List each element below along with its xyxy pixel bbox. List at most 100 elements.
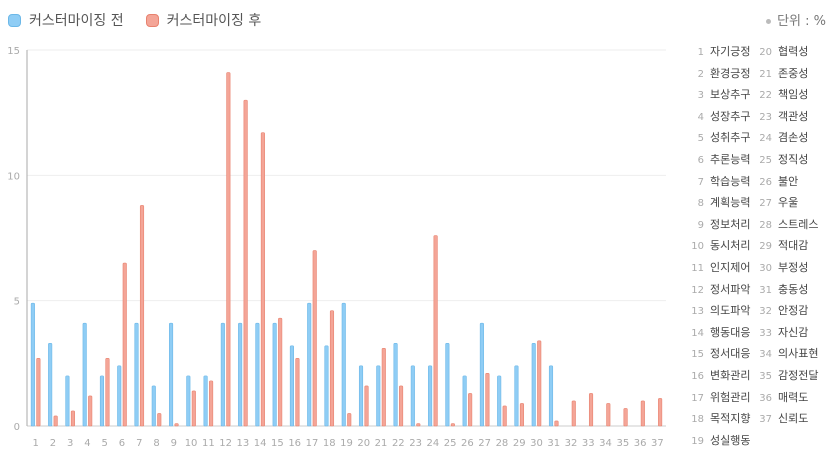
bar-before (289, 345, 294, 427)
index-item: 28 스트레스 (752, 217, 818, 233)
x-tick-label: 31 (547, 438, 560, 449)
x-tick-label: 27 (478, 438, 491, 449)
index-number: 19 (691, 435, 704, 447)
index-item: 5 성취추구 (684, 130, 751, 146)
index-item: 15 정서대응 (684, 346, 750, 362)
x-tick-label: 7 (136, 438, 142, 449)
bar-after (433, 235, 438, 427)
y-tick-label: 10 (7, 171, 20, 182)
index-number: 10 (691, 241, 704, 253)
legend-swatch-before (8, 13, 21, 27)
index-item: 14 행동대응 (684, 325, 750, 341)
index-number: 33 (759, 327, 772, 339)
bar-before (117, 365, 122, 427)
bar-after (658, 398, 663, 427)
bar-after (139, 205, 145, 427)
index-number: 3 (697, 90, 704, 102)
index-label: 학습능력 (710, 174, 751, 188)
bar-after (399, 385, 404, 427)
legend-label-after: 커스터마이징 후 (166, 13, 262, 29)
y-tick-label: 5 (14, 297, 20, 308)
index-item: 12 정서파악 (684, 282, 750, 298)
index-item: 8 계획능력 (684, 195, 751, 211)
bar-after (295, 358, 300, 427)
index-number: 36 (759, 392, 772, 404)
x-tick-label: 32 (565, 438, 578, 449)
index-number: 25 (759, 155, 772, 166)
index-number: 4 (697, 111, 704, 123)
x-tick-label: 23 (409, 438, 422, 449)
index-number: 29 (759, 241, 772, 253)
index-item: 16 변화관리 (684, 368, 750, 384)
index-item: 9 정보처리 (684, 217, 751, 233)
chart-legend: 커스터마이징 전 커스터마이징 후 (8, 8, 283, 32)
index-label: 의사표현 (778, 347, 819, 361)
index-label: 불안 (778, 174, 799, 188)
index-number: 17 (691, 392, 704, 404)
bar-before (151, 385, 156, 427)
bar-after (243, 99, 248, 427)
bar-before (445, 342, 450, 427)
index-label: 신뢰도 (778, 412, 809, 426)
index-label: 변화관리 (710, 369, 751, 382)
bar-after (347, 413, 352, 427)
x-tick-label: 3 (67, 438, 73, 449)
x-tick-label: 36 (634, 438, 647, 449)
bar-before (48, 342, 53, 427)
bar-after (537, 340, 542, 427)
x-tick-label: 35 (616, 438, 629, 449)
index-label: 매력도 (778, 390, 809, 404)
legend-item-after[interactable]: 커스터마이징 후 (145, 10, 262, 30)
x-tick-label: 26 (461, 438, 474, 449)
x-tick-label: 15 (271, 438, 284, 449)
bar-after (157, 413, 162, 427)
index-label: 환경긍정 (710, 66, 751, 80)
bar-before (341, 302, 346, 427)
bar-after (88, 395, 93, 427)
index-label: 추론능력 (710, 153, 751, 166)
bar-before (410, 365, 415, 427)
index-item: 27 우울 (752, 195, 798, 211)
bar-before (203, 375, 208, 427)
bar-before (82, 322, 87, 427)
x-tick-label: 14 (254, 438, 267, 449)
index-label: 성장추구 (710, 109, 751, 123)
index-number: 27 (759, 198, 772, 210)
bar-before (514, 365, 519, 427)
index-label: 정보처리 (710, 217, 751, 231)
bar-after (485, 373, 490, 427)
index-label: 동시처리 (710, 239, 751, 253)
legend-item-before[interactable]: 커스터마이징 전 (8, 10, 124, 30)
bar-after (312, 250, 317, 427)
index-label: 정서파악 (710, 282, 751, 296)
index-number: 20 (759, 47, 772, 58)
index-number: 31 (759, 284, 772, 296)
x-tick-label: 13 (237, 438, 250, 449)
bar-before (548, 365, 554, 427)
index-label: 적대감 (778, 239, 809, 253)
index-item: 17 위험관리 (684, 390, 750, 406)
x-tick-label: 20 (357, 438, 370, 449)
index-number: 7 (697, 176, 704, 188)
y-tick-label: 0 (14, 422, 20, 433)
x-tick-label: 2 (50, 438, 56, 449)
index-item: 3 보상추구 (684, 87, 751, 103)
index-label: 자신감 (778, 325, 809, 339)
index-item: 24 겸손성 (752, 130, 808, 146)
bar-after (174, 423, 179, 427)
index-number: 35 (759, 371, 772, 382)
index-item: 29 적대감 (752, 238, 808, 254)
index-number: 14 (691, 327, 704, 339)
y-tick-label: 15 (7, 46, 20, 57)
index-label: 감정전달 (778, 369, 819, 382)
x-tick-label: 6 (119, 438, 125, 449)
index-item: 13 의도파악 (684, 303, 750, 319)
bar-after (364, 385, 369, 427)
x-tick-label: 18 (323, 438, 336, 449)
index-number: 9 (697, 219, 704, 231)
x-tick-label: 24 (426, 438, 439, 449)
bar-before (479, 322, 484, 427)
index-item: 22 책임성 (752, 87, 808, 103)
index-label: 부정성 (778, 261, 809, 274)
